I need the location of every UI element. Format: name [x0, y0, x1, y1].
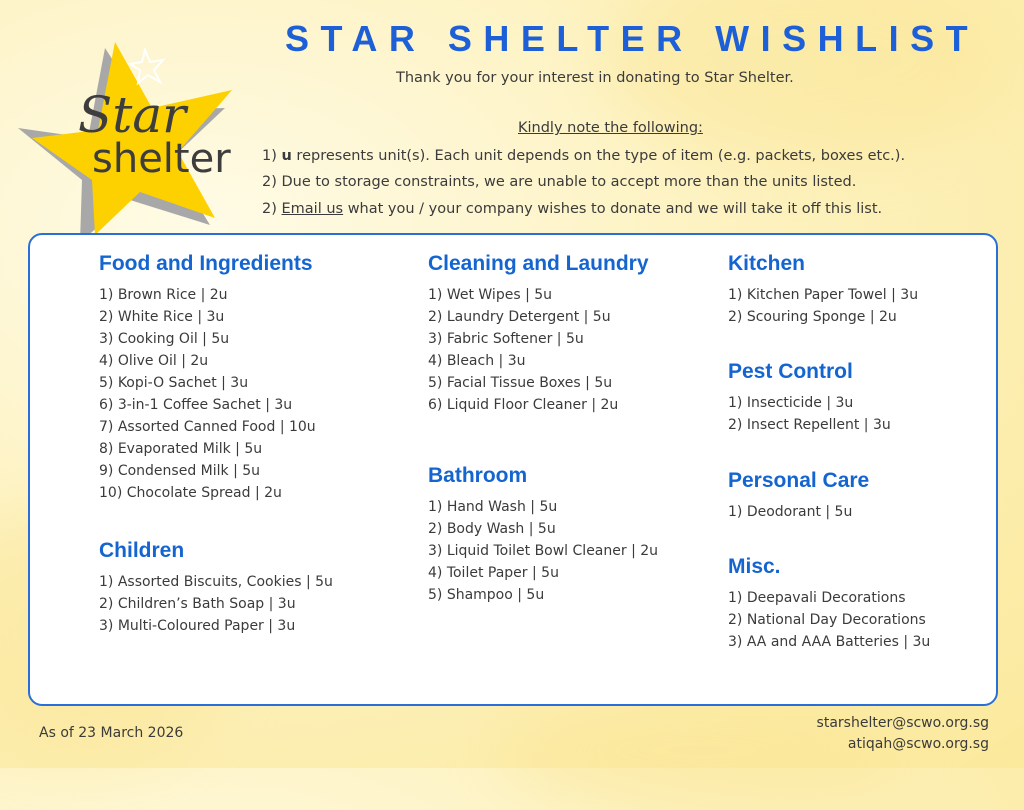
note-1-bold: u	[281, 148, 292, 164]
logo-star	[32, 42, 232, 235]
small-star-icon	[127, 46, 166, 86]
list-item: 3) Cooking Oil | 5u	[99, 331, 230, 347]
section-heading: Pest Control	[728, 360, 853, 383]
list-item: 1) Deodorant | 5u	[728, 504, 853, 520]
list-item: 5) Kopi-O Sachet | 3u	[99, 375, 249, 391]
note-1-text: represents unit(s). Each unit depends on…	[291, 148, 906, 164]
list-item: 6) 3-in-1 Coffee Sachet | 3u	[99, 397, 293, 413]
list-item: 3) Fabric Softener | 5u	[428, 331, 584, 347]
list-item: 4) Toilet Paper | 5u	[428, 565, 559, 581]
list-item: 2) Body Wash | 5u	[428, 521, 556, 537]
section-food-and-ingredients: Food and Ingredients 1) Brown Rice | 2u 2)…	[99, 252, 316, 504]
email-starshelter[interactable]: starshelter@scwo.org.sg	[816, 715, 989, 731]
note-3-text: what you / your company wishes to donate…	[343, 201, 883, 217]
contact-emails: starshelter@scwo.org.sg atiqah@scwo.org.…	[817, 713, 989, 755]
thanks-text: Thank you for your interest in donating …	[396, 70, 794, 86]
list-item: 4) Bleach | 3u	[428, 353, 526, 369]
list-item: 1) Deepavali Decorations	[728, 590, 906, 606]
list-item: 1) Brown Rice | 2u	[99, 287, 228, 303]
section-pest-control: Pest Control 1) Insecticide | 3u 2) Insect…	[728, 360, 891, 436]
list-item: 3) Liquid Toilet Bowl Cleaner | 2u	[428, 543, 659, 559]
section-cleaning-and-laundry: Cleaning and Laundry 1) Wet Wipes | 5u 2) …	[428, 252, 649, 416]
list-item: 1) Assorted Biscuits, Cookies | 5u	[99, 574, 333, 590]
list-item: 2) Laundry Detergent | 5u	[428, 309, 611, 325]
list-item: 10) Chocolate Spread | 2u	[99, 485, 282, 501]
note-1-prefix: 1)	[262, 148, 282, 164]
list-item: 4) Olive Oil | 2u	[99, 353, 209, 369]
section-heading: Children	[99, 539, 185, 562]
list-item: 1) Wet Wipes | 5u	[428, 287, 553, 303]
list-item: 5) Shampoo | 5u	[428, 587, 545, 603]
email-us-link[interactable]: Email us	[281, 201, 344, 217]
note-2: 2) Due to storage constraints, we are un…	[262, 174, 857, 190]
list-item: 5) Facial Tissue Boxes | 5u	[428, 375, 613, 391]
section-heading: Personal Care	[728, 469, 870, 492]
list-item: 2) Insect Repellent | 3u	[728, 417, 891, 433]
note-3-prefix: 2)	[262, 201, 282, 217]
as-of-date: As of 23 March 2026	[39, 725, 184, 741]
section-heading: Kitchen	[728, 252, 806, 275]
page-title: STAR SHELTER WISHLIST	[285, 18, 980, 59]
logo-text-star: Star	[78, 86, 189, 144]
section-heading: Cleaning and Laundry	[428, 252, 649, 275]
section-children: Children 1) Assorted Biscuits, Cookies | …	[99, 539, 333, 637]
star-shelter-logo: Star shelter	[18, 42, 232, 242]
notes-heading: Kindly note the following:	[518, 120, 703, 136]
list-item: 8) Evaporated Milk | 5u	[99, 441, 263, 457]
section-heading: Food and Ingredients	[99, 252, 313, 275]
section-personal-care: Personal Care 1) Deodorant | 5u	[728, 469, 869, 523]
list-item: 7) Assorted Canned Food | 10u	[99, 419, 316, 435]
logo-text-shelter: shelter	[92, 136, 231, 182]
list-item: 6) Liquid Floor Cleaner | 2u	[428, 397, 619, 413]
section-misc: Misc. 1) Deepavali Decorations 2) National…	[728, 555, 930, 653]
note-3: 2) Email us what you / your company wish…	[262, 201, 882, 217]
list-item: 2) Scouring Sponge | 2u	[728, 309, 897, 325]
list-item: 1) Hand Wash | 5u	[428, 499, 558, 515]
section-heading: Bathroom	[428, 464, 528, 487]
list-item: 2) Children’s Bath Soap | 3u	[99, 596, 296, 612]
wishlist-panel	[28, 233, 998, 706]
section-kitchen: Kitchen 1) Kitchen Paper Towel | 3u 2) Sco…	[728, 252, 918, 328]
list-item: 9) Condensed Milk | 5u	[99, 463, 261, 479]
list-item: 2) White Rice | 3u	[99, 309, 225, 325]
email-atiqah[interactable]: atiqah@scwo.org.sg	[847, 736, 989, 752]
list-item: 1) Kitchen Paper Towel | 3u	[728, 287, 919, 303]
list-item: 3) AA and AAA Batteries | 3u	[728, 634, 931, 650]
list-item: 2) National Day Decorations	[728, 612, 926, 628]
list-item: 3) Multi-Coloured Paper | 3u	[99, 618, 296, 634]
list-item: 1) Insecticide | 3u	[728, 395, 854, 411]
section-heading: Misc.	[728, 555, 781, 578]
note-1: 1) u represents unit(s). Each unit depen…	[262, 148, 905, 164]
section-bathroom: Bathroom 1) Hand Wash | 5u 2) Body Wash | …	[428, 464, 658, 606]
